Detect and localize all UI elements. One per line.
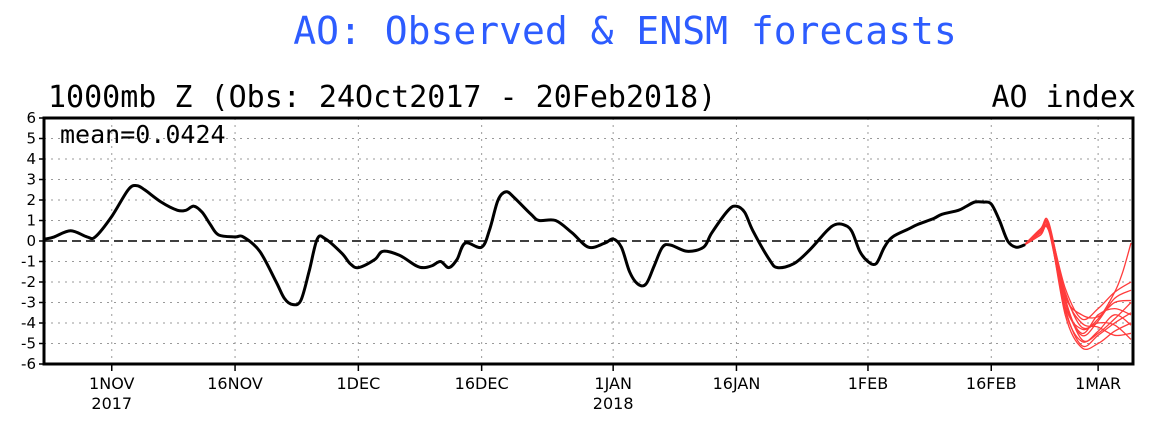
forecast-member-line xyxy=(1023,224,1132,319)
y-tick-label: 4 xyxy=(26,150,36,168)
y-tick-label: 6 xyxy=(26,109,36,127)
y-tick-label: 5 xyxy=(26,130,36,148)
y-tick-label: 2 xyxy=(26,191,36,209)
x-tick-year-label: 2017 xyxy=(91,394,132,413)
y-tick-label: -4 xyxy=(21,314,36,332)
x-tick-label: 1FEB xyxy=(848,374,888,393)
forecast-members xyxy=(1023,217,1132,351)
y-tick-label: -2 xyxy=(21,273,36,291)
observed-series-line xyxy=(44,184,1026,307)
chart-subtitle: 1000mb Z (Obs: 24Oct2017 - 20Feb2018) xyxy=(48,80,716,115)
x-tick-label: 16JAN xyxy=(713,374,761,393)
y-tick-label: -3 xyxy=(21,294,36,312)
y-tick-label: 3 xyxy=(26,171,36,189)
y-axis: 6 5 4 3 2 1 0 -1 -2 -3 -4 -5 -6 xyxy=(21,109,44,373)
x-tick-label: 1NOV xyxy=(89,374,134,393)
y-tick-label: -6 xyxy=(21,355,36,373)
y-tick-label: -1 xyxy=(21,253,36,271)
chart-title: AO: Observed & ENSM forecasts xyxy=(293,9,956,53)
forecast-member-line xyxy=(1023,219,1132,334)
forecast-member-line xyxy=(1023,217,1132,337)
forecast-member-line xyxy=(1023,222,1132,321)
x-tick-label: 16NOV xyxy=(207,374,263,393)
x-tick-label: 1DEC xyxy=(336,374,380,393)
x-tick-label: 1MAR xyxy=(1075,374,1121,393)
forecast-member-line xyxy=(1023,224,1132,340)
forecast-member-line xyxy=(1023,220,1132,343)
x-tick-label: 1JAN xyxy=(594,374,632,393)
x-tick-label: 16FEB xyxy=(966,374,1017,393)
y-tick-label: -5 xyxy=(21,335,36,353)
x-tick-year-label: 2018 xyxy=(593,394,634,413)
x-tick-label: 16DEC xyxy=(455,374,509,393)
plot-frame xyxy=(42,116,1135,366)
y-tick-label: 0 xyxy=(26,232,36,250)
right-label: AO index xyxy=(992,80,1137,115)
y-tick-label: 1 xyxy=(26,212,36,230)
mean-annotation: mean=0.0424 xyxy=(60,120,226,149)
